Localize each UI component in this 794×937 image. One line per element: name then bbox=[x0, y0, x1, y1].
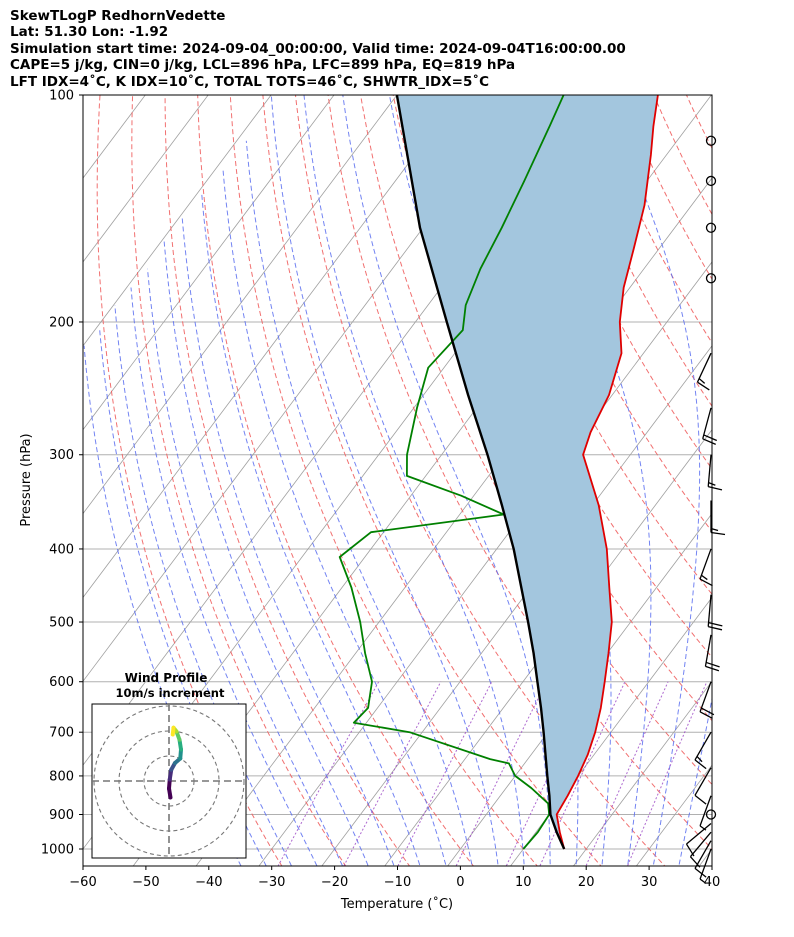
wind-barb bbox=[694, 840, 712, 878]
header-cape-stats: CAPE=5 j/kg, CIN=0 j/kg, LCL=896 hPa, LF… bbox=[10, 57, 516, 74]
x-tick-label: 40 bbox=[704, 875, 721, 890]
mixing-ratio-line bbox=[539, 681, 626, 866]
moist-adiabat-line bbox=[181, 216, 395, 866]
x-axis-label: Temperature (˚C) bbox=[340, 896, 453, 912]
isotherm-line bbox=[510, 596, 712, 866]
x-tick-label: −50 bbox=[132, 875, 159, 890]
wind-barb bbox=[710, 500, 726, 536]
y-tick-label: 900 bbox=[49, 808, 74, 823]
moist-adiabat-line bbox=[147, 268, 344, 866]
x-tick-label: −10 bbox=[384, 875, 411, 890]
isotherm-line bbox=[321, 345, 712, 866]
y-tick-label: 200 bbox=[49, 315, 74, 330]
isotherm-line bbox=[83, 95, 461, 599]
isotherm-line bbox=[384, 428, 712, 866]
cape-shaded-area bbox=[396, 95, 658, 843]
mixing-ratio-line bbox=[505, 681, 595, 866]
header-times: Simulation start time: 2024-09-04_00:00:… bbox=[10, 40, 626, 57]
y-tick-label: 600 bbox=[49, 675, 74, 690]
wind-barb bbox=[707, 454, 723, 491]
isotherm-line bbox=[447, 512, 712, 866]
mixing-ratio-line bbox=[626, 681, 708, 866]
wind-barb bbox=[702, 407, 718, 445]
temperature-profile-line bbox=[555, 95, 659, 850]
parcel-path-line bbox=[395, 95, 566, 850]
mixing-ratio-line bbox=[455, 681, 547, 866]
moist-adiabat-line bbox=[303, 95, 525, 866]
dry-adiabat-line bbox=[262, 95, 602, 866]
moist-adiabat-line bbox=[163, 238, 369, 866]
dry-adiabat-line bbox=[229, 95, 538, 866]
wind-barb bbox=[685, 822, 712, 857]
dry-adiabat-line bbox=[360, 95, 712, 786]
wind-barb bbox=[707, 594, 723, 631]
x-tick-label: 0 bbox=[456, 875, 464, 890]
hodograph-subtitle: 10m/s increment bbox=[116, 686, 225, 700]
x-tick-label: 10 bbox=[515, 875, 532, 890]
wind-barb bbox=[696, 352, 712, 391]
dry-adiabat-line bbox=[685, 95, 712, 150]
header-title: SkewTLogP RedhornVedette bbox=[10, 8, 226, 24]
x-tick-label: 20 bbox=[578, 875, 595, 890]
moist-adiabat-line bbox=[342, 95, 551, 866]
dry-adiabat-line bbox=[775, 78, 794, 880]
isotherm-line bbox=[698, 848, 712, 866]
wind-barb bbox=[705, 135, 717, 146]
moist-adiabat-line bbox=[130, 287, 318, 866]
y-tick-label: 700 bbox=[49, 726, 74, 741]
y-tick-label: 100 bbox=[49, 89, 74, 104]
y-tick-label: 500 bbox=[49, 616, 74, 631]
wind-barb bbox=[704, 634, 720, 672]
x-tick-label: 30 bbox=[641, 875, 658, 890]
dry-adiabat-line bbox=[131, 95, 347, 866]
y-tick-label: 300 bbox=[49, 448, 74, 463]
x-tick-label: −40 bbox=[195, 875, 222, 890]
mixing-ratio-line bbox=[585, 681, 669, 866]
wind-barb bbox=[694, 767, 712, 805]
mixing-ratio-line bbox=[343, 681, 442, 866]
wind-barb bbox=[699, 548, 713, 587]
wind-barb bbox=[705, 175, 717, 187]
moist-adiabat-line bbox=[517, 95, 652, 866]
wind-barb bbox=[705, 222, 717, 233]
x-tick-label: −30 bbox=[258, 875, 285, 890]
wind-barb bbox=[689, 831, 712, 868]
hodograph-segment bbox=[170, 725, 176, 737]
isotherm-line bbox=[572, 680, 712, 866]
y-axis-label: Pressure (hPa) bbox=[19, 433, 34, 526]
mixing-ratio-line bbox=[397, 681, 493, 866]
x-tick-label: −60 bbox=[69, 875, 96, 890]
y-tick-label: 1000 bbox=[41, 843, 74, 858]
moist-adiabat-line bbox=[678, 696, 712, 866]
moist-adiabat-line bbox=[222, 168, 447, 866]
y-tick-label: 400 bbox=[49, 542, 74, 557]
dry-adiabat-line bbox=[653, 95, 712, 216]
dry-adiabat-line bbox=[164, 95, 411, 866]
dry-adiabat-line bbox=[197, 95, 475, 866]
isotherm-line bbox=[83, 95, 272, 347]
chart-header: SkewTLogP RedhornVedette Lat: 51.30 Lon:… bbox=[10, 8, 626, 90]
header-index-stats: LFT IDX=4˚C, K IDX=10˚C, TOTAL TOTS=46˚C… bbox=[10, 73, 490, 90]
isotherm-line bbox=[83, 95, 398, 515]
hodograph-title: Wind Profile bbox=[125, 671, 208, 685]
wind-barb bbox=[699, 681, 715, 720]
wind-barb bbox=[699, 795, 712, 831]
isotherm-line bbox=[83, 95, 335, 431]
wind-barb bbox=[694, 731, 712, 770]
dewpoint-profile-line bbox=[338, 95, 565, 850]
dry-adiabat-line bbox=[711, 78, 794, 880]
wind-barb bbox=[705, 273, 717, 284]
dry-adiabat-line bbox=[743, 78, 794, 880]
y-tick-label: 800 bbox=[49, 769, 74, 784]
moist-adiabat-line bbox=[201, 193, 421, 866]
x-tick-label: −20 bbox=[321, 875, 348, 890]
dry-adiabat-line bbox=[327, 95, 712, 850]
wind-barb bbox=[705, 809, 717, 820]
moist-adiabat-line bbox=[245, 140, 473, 866]
moist-adiabat-line bbox=[607, 95, 701, 866]
isotherm-line bbox=[83, 95, 209, 263]
header-location: Lat: 51.30 Lon: -1.92 bbox=[10, 24, 169, 41]
